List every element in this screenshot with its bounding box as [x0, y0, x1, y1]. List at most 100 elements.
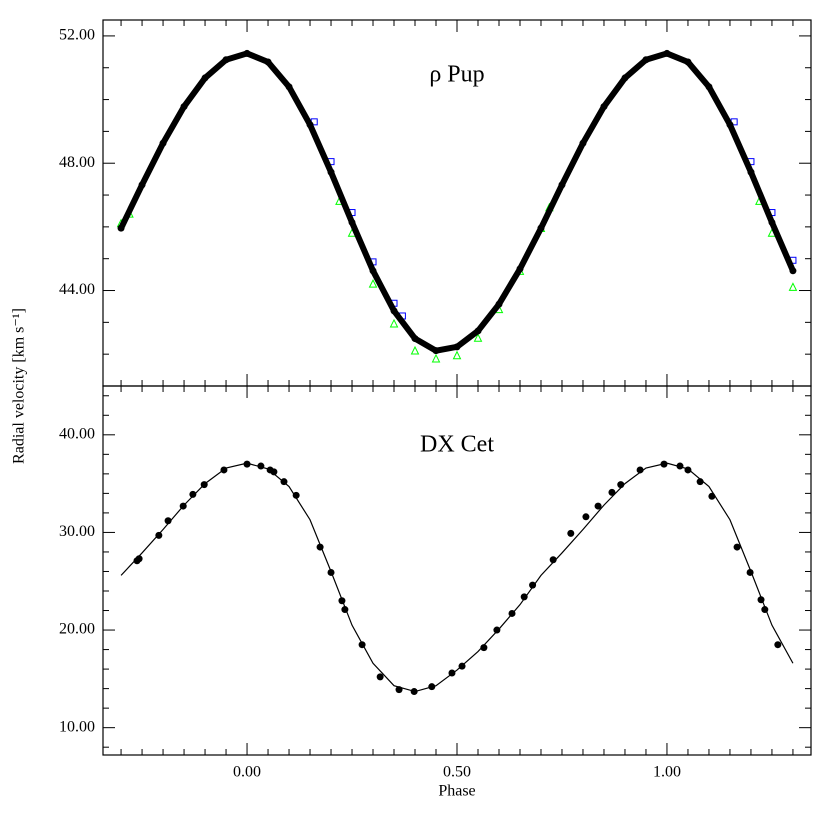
annotation: DX Cet — [420, 432, 494, 458]
data-point — [594, 502, 602, 510]
data-point — [222, 56, 230, 64]
data-point — [292, 491, 300, 499]
data-point — [726, 121, 734, 129]
data-point — [474, 327, 482, 335]
series-line — [118, 50, 796, 354]
data-point — [411, 335, 419, 343]
data-point — [684, 466, 692, 474]
data-point — [395, 686, 403, 694]
data-point — [280, 478, 288, 486]
data-point — [327, 568, 335, 576]
data-point — [410, 345, 420, 355]
data-point — [358, 641, 366, 649]
data-point — [508, 609, 516, 617]
data-point — [220, 466, 228, 474]
data-point — [306, 121, 314, 129]
data-point — [432, 347, 440, 355]
data-point — [660, 460, 668, 468]
data-point — [705, 83, 713, 91]
x-axis-label: Phase — [438, 783, 475, 800]
data-point — [617, 481, 625, 489]
data-point — [684, 58, 692, 66]
x-tick-label: 1.00 — [653, 764, 681, 781]
data-point — [338, 597, 346, 605]
data-point — [549, 556, 557, 564]
y-tick-label: 52.00 — [59, 27, 95, 44]
data-point — [410, 688, 418, 696]
data-point — [747, 168, 755, 176]
data-point — [243, 460, 251, 468]
x-tick-label: 0.50 — [443, 764, 471, 781]
data-point — [453, 343, 461, 351]
data-point — [473, 333, 483, 342]
data-point — [493, 626, 501, 634]
data-point — [135, 555, 143, 563]
data-point — [768, 218, 776, 226]
data-point — [452, 350, 462, 360]
data-point — [537, 224, 545, 232]
data-point — [428, 683, 436, 691]
data-point — [155, 531, 163, 539]
data-point — [676, 462, 684, 470]
y-tick-label: 48.00 — [59, 154, 95, 171]
y-tick-label: 40.00 — [59, 425, 95, 442]
data-point — [520, 593, 528, 601]
data-point — [189, 490, 197, 498]
data-point — [696, 478, 704, 486]
data-point — [516, 265, 524, 273]
y-tick-label: 30.00 — [59, 523, 95, 540]
data-point — [733, 543, 741, 551]
data-point — [558, 181, 566, 189]
data-point — [663, 49, 671, 57]
y-tick-label: 44.00 — [59, 281, 95, 298]
data-point — [201, 74, 209, 82]
data-point — [600, 103, 608, 111]
data-point — [348, 218, 356, 226]
data-point — [789, 267, 797, 275]
data-point — [117, 224, 125, 232]
data-point — [341, 606, 349, 614]
data-point — [495, 300, 503, 308]
data-point — [369, 267, 377, 275]
data-point — [529, 581, 537, 589]
data-point — [257, 462, 265, 470]
y-tick-label: 10.00 — [59, 718, 95, 735]
data-point — [180, 103, 188, 111]
data-point — [285, 83, 293, 91]
series-line — [120, 462, 794, 693]
data-point — [164, 517, 172, 525]
data-point — [138, 181, 146, 189]
data-point — [316, 543, 324, 551]
data-point — [200, 481, 208, 489]
data-point — [608, 488, 616, 496]
data-point — [458, 662, 466, 670]
data-point — [431, 353, 441, 363]
data-point — [757, 596, 765, 604]
data-point — [746, 568, 754, 576]
data-point — [327, 168, 335, 176]
data-point — [448, 669, 456, 677]
data-point — [376, 673, 384, 681]
data-point — [774, 641, 782, 649]
data-point — [389, 318, 399, 328]
data-point — [243, 49, 251, 57]
data-point — [636, 466, 644, 474]
data-point — [708, 492, 716, 500]
data-point — [368, 279, 378, 288]
data-point — [582, 513, 590, 521]
data-point — [579, 139, 587, 147]
data-point — [788, 282, 798, 291]
data-point — [390, 307, 398, 315]
data-point — [270, 468, 278, 476]
data-point — [642, 56, 650, 64]
data-point — [264, 58, 272, 66]
data-point — [159, 139, 167, 147]
data-point — [761, 606, 769, 614]
y-tick-label: 20.00 — [59, 621, 95, 638]
data-point — [567, 529, 575, 537]
y-axis-label: Radial velocity [km s⁻¹] — [11, 308, 28, 464]
data-point — [179, 502, 187, 510]
data-point — [480, 644, 488, 652]
data-point — [621, 74, 629, 82]
